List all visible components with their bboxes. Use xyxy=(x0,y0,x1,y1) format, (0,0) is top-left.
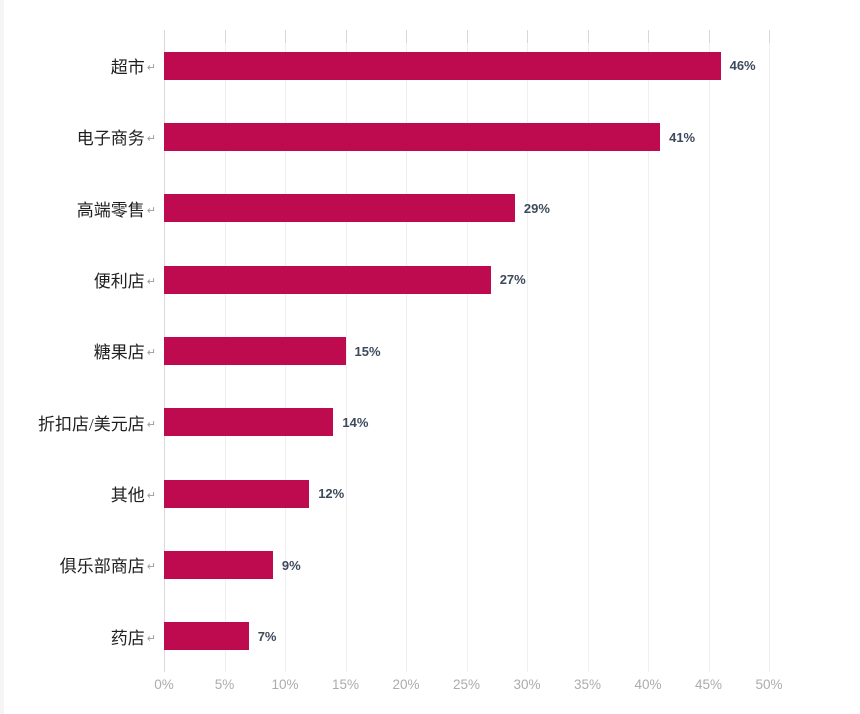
data-label: 29% xyxy=(523,200,550,216)
tick-mark xyxy=(527,30,528,43)
category-label: 电子商务 ↵ xyxy=(0,101,156,172)
tick-mark xyxy=(164,30,165,43)
category-label: 高端零售 ↵ xyxy=(0,173,156,244)
paragraph-return-icon: ↵ xyxy=(146,132,156,146)
x-tick-label: 50% xyxy=(755,677,783,692)
x-tick-label: 40% xyxy=(634,677,662,692)
category-label-text: 电子商务 xyxy=(76,129,145,149)
category-label-text: 药店 xyxy=(110,628,145,648)
gridline xyxy=(648,30,649,672)
paragraph-return-icon: ↵ xyxy=(146,203,156,217)
tick-mark xyxy=(648,30,649,43)
x-tick-label: 0% xyxy=(154,677,174,692)
tick-mark xyxy=(285,30,286,43)
gridline xyxy=(587,30,589,672)
category-label-text: 折扣店/美元店 xyxy=(38,414,145,434)
data-label: 12% xyxy=(318,486,345,502)
x-tick-label: 45% xyxy=(694,677,723,692)
x-tick-label: 35% xyxy=(573,677,602,692)
category-label-text: 超市 xyxy=(110,58,145,78)
x-tick-label: 5% xyxy=(214,677,235,692)
bar-9% xyxy=(164,551,273,579)
paragraph-return-icon: ↵ xyxy=(146,346,156,360)
data-label: 15% xyxy=(354,343,381,359)
category-label-text: 高端零售 xyxy=(76,200,145,220)
x-tick-label: 10% xyxy=(271,677,299,692)
gridline xyxy=(769,30,770,672)
x-tick-label: 15% xyxy=(331,677,360,692)
data-label: 9% xyxy=(281,557,301,573)
bar-46% xyxy=(164,51,721,80)
gridline xyxy=(345,30,347,672)
category-label: 便利店 ↵ xyxy=(0,244,156,315)
x-tick-label: 30% xyxy=(513,677,541,692)
page-edge-strip xyxy=(0,0,4,714)
gridline xyxy=(708,30,710,672)
bar-14% xyxy=(164,408,334,437)
category-label-text: 糖果店 xyxy=(93,343,145,363)
data-label: 7% xyxy=(257,628,277,644)
category-label-text: 俱乐部商店 xyxy=(59,557,145,577)
data-label: 46% xyxy=(729,58,756,74)
x-tick-label: 25% xyxy=(452,677,481,692)
tick-mark xyxy=(345,30,347,43)
bar-7% xyxy=(164,622,249,651)
category-label-text: 便利店 xyxy=(93,272,145,292)
category-label: 俱乐部商店 ↵ xyxy=(0,529,156,600)
category-label-text: 其他 xyxy=(110,486,145,506)
category-label: 折扣店/美元店 ↵ xyxy=(0,387,156,458)
bar-41% xyxy=(164,123,661,151)
data-label: 41% xyxy=(669,129,696,145)
tick-mark xyxy=(466,30,468,43)
paragraph-return-icon: ↵ xyxy=(146,61,156,75)
paragraph-return-icon: ↵ xyxy=(146,631,156,645)
bar-12% xyxy=(164,479,310,508)
data-label: 14% xyxy=(342,414,369,430)
paragraph-return-icon: ↵ xyxy=(146,489,156,503)
gridline xyxy=(527,30,528,672)
category-label: 药店 ↵ xyxy=(0,601,156,672)
category-label: 超市 ↵ xyxy=(0,30,156,101)
tick-mark xyxy=(224,30,226,43)
gridline xyxy=(406,30,407,672)
tick-mark xyxy=(587,30,589,43)
paragraph-return-icon: ↵ xyxy=(146,417,156,431)
bar-15% xyxy=(164,337,346,365)
tick-mark xyxy=(708,30,710,43)
bar-27% xyxy=(164,265,491,294)
paragraph-return-icon: ↵ xyxy=(146,560,156,574)
paragraph-return-icon: ↵ xyxy=(146,275,156,289)
x-tick-label: 20% xyxy=(392,677,420,692)
tick-mark xyxy=(769,30,770,43)
tick-mark xyxy=(406,30,407,43)
category-label: 其他 ↵ xyxy=(0,458,156,529)
category-label: 糖果店 ↵ xyxy=(0,315,156,386)
data-label: 27% xyxy=(499,272,526,288)
bar-29% xyxy=(164,194,515,223)
gridline xyxy=(466,30,468,672)
